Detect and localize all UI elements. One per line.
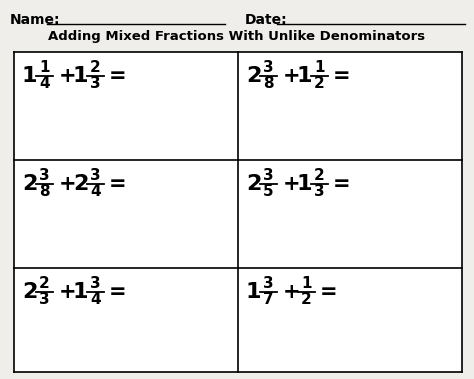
Text: +: + xyxy=(59,282,77,302)
Text: Date:: Date: xyxy=(245,13,288,27)
Text: 1: 1 xyxy=(246,282,262,302)
Text: =: = xyxy=(320,282,337,302)
Text: +: + xyxy=(59,174,77,194)
Bar xyxy=(14,52,462,372)
Text: 2: 2 xyxy=(22,282,37,302)
Text: 3: 3 xyxy=(263,277,274,291)
Text: +: + xyxy=(59,66,77,86)
Text: 3: 3 xyxy=(90,77,101,91)
Text: =: = xyxy=(333,174,351,194)
Text: 3: 3 xyxy=(263,61,274,75)
Text: 2: 2 xyxy=(22,174,37,194)
Text: 2: 2 xyxy=(301,293,312,307)
Text: 8: 8 xyxy=(39,185,50,199)
Text: 2: 2 xyxy=(39,277,50,291)
Text: 3: 3 xyxy=(314,185,325,199)
Text: 5: 5 xyxy=(263,185,274,199)
Text: 8: 8 xyxy=(263,77,274,91)
Text: 2: 2 xyxy=(314,77,325,91)
Text: Name:: Name: xyxy=(10,13,61,27)
Text: +: + xyxy=(283,66,301,86)
Text: +: + xyxy=(283,282,301,302)
Text: 1: 1 xyxy=(297,66,312,86)
Text: 2: 2 xyxy=(90,61,101,75)
Text: 1: 1 xyxy=(301,277,312,291)
Text: 1: 1 xyxy=(73,282,89,302)
Text: Adding Mixed Fractions With Unlike Denominators: Adding Mixed Fractions With Unlike Denom… xyxy=(48,30,426,43)
Text: 4: 4 xyxy=(39,77,50,91)
Text: =: = xyxy=(109,174,127,194)
Text: 7: 7 xyxy=(263,293,274,307)
Text: =: = xyxy=(109,282,127,302)
Text: 2: 2 xyxy=(246,174,261,194)
Text: 1: 1 xyxy=(297,174,312,194)
Text: +: + xyxy=(283,174,301,194)
Text: 2: 2 xyxy=(73,174,88,194)
Text: 1: 1 xyxy=(314,61,325,75)
Text: 3: 3 xyxy=(39,169,50,183)
Text: 3: 3 xyxy=(90,169,101,183)
Text: 1: 1 xyxy=(39,61,50,75)
Text: =: = xyxy=(109,66,127,86)
Text: =: = xyxy=(333,66,351,86)
Text: 1: 1 xyxy=(73,66,89,86)
Text: 4: 4 xyxy=(90,293,101,307)
Text: 4: 4 xyxy=(90,185,101,199)
Text: 3: 3 xyxy=(90,277,101,291)
Text: 2: 2 xyxy=(246,66,261,86)
Text: 2: 2 xyxy=(314,169,325,183)
Text: 3: 3 xyxy=(263,169,274,183)
Text: 3: 3 xyxy=(39,293,50,307)
Text: 1: 1 xyxy=(22,66,37,86)
